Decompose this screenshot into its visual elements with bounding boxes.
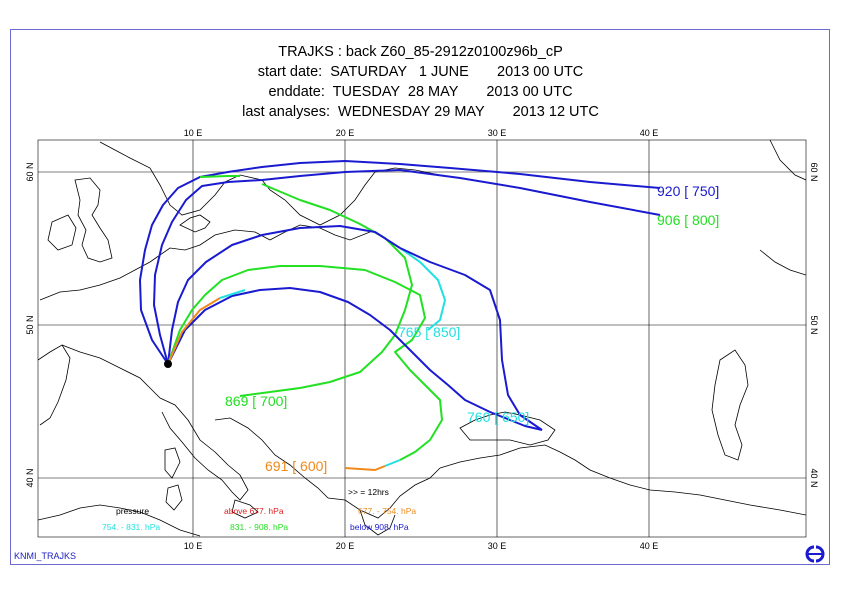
trajectory-920 xyxy=(139,160,661,365)
label-920: 920 [ 750] xyxy=(657,183,719,199)
legend-below: below 908. hPa xyxy=(350,522,409,532)
trajectory-765 xyxy=(167,225,401,365)
footer-knmi: KNMI_TRAJKS xyxy=(14,551,77,561)
lat-tick-right-60N: 60 N xyxy=(809,162,819,181)
lon-tick-top-10E: 10 E xyxy=(184,128,203,138)
lat-tick-left-50N: 50 N xyxy=(25,315,35,334)
label-869: 869 [ 700] xyxy=(225,393,287,409)
legend-pressure: pressure xyxy=(116,506,149,516)
map-frame xyxy=(10,29,830,565)
trajectories xyxy=(139,160,661,471)
lon-tick-bottom-40E: 40 E xyxy=(640,541,659,551)
trajectory-labels: 920 [ 750] 906 [ 800] 765 [ 850] 869 [ 7… xyxy=(225,183,719,474)
legend-range2: 754. - 831. hPa xyxy=(102,522,160,532)
legend-marker: >> = 12hrs xyxy=(348,487,389,497)
label-765: 765 [ 850] xyxy=(398,324,460,340)
coastlines xyxy=(38,140,806,537)
legend: >> = 12hrs pressure above 677. hPa 677. … xyxy=(102,487,416,532)
title-line-3: enddate: TUESDAY 28 MAY 2013 00 UTC xyxy=(268,84,573,100)
origin-point xyxy=(164,360,172,368)
lon-tick-bottom-20E: 20 E xyxy=(336,541,355,551)
lat-tick-left-60N: 60 N xyxy=(25,162,35,181)
trajectory-691 xyxy=(167,297,221,365)
axis-labels: 10 E 20 E 30 E 40 E 10 E 20 E 30 E 40 E … xyxy=(25,128,819,551)
trajectory-869 xyxy=(167,265,443,461)
title-line-2: start date: SATURDAY 1 JUNE 2013 00 UTC xyxy=(257,64,584,80)
legend-above: above 677. hPa xyxy=(224,506,284,516)
lon-tick-top-40E: 40 E xyxy=(640,128,659,138)
lon-tick-top-20E: 20 E xyxy=(336,128,355,138)
trajectory-906 xyxy=(153,169,661,365)
label-760: 760 [ 650] xyxy=(467,409,529,425)
legend-range1: 677. - 754. hPa xyxy=(358,506,416,516)
label-691: 691 [ 600] xyxy=(265,458,327,474)
title-line-4: last analyses: WEDNESDAY 29 MAY 2013 12 … xyxy=(242,104,599,120)
label-906: 906 [ 800] xyxy=(657,212,719,228)
lat-tick-right-40N: 40 N xyxy=(809,468,819,487)
trajectory-760 xyxy=(167,287,543,431)
legend-range3: 831. - 908. hPa xyxy=(230,522,288,532)
lat-tick-left-40N: 40 N xyxy=(25,468,35,487)
lon-tick-bottom-10E: 10 E xyxy=(184,541,203,551)
lon-tick-bottom-30E: 30 E xyxy=(488,541,507,551)
title-line-1: TRAJKS : back Z60_85-2912z0100z96b_cP xyxy=(278,44,563,60)
lat-tick-right-50N: 50 N xyxy=(809,315,819,334)
lon-tick-top-30E: 30 E xyxy=(488,128,507,138)
ecmwf-logo-icon xyxy=(805,545,825,563)
